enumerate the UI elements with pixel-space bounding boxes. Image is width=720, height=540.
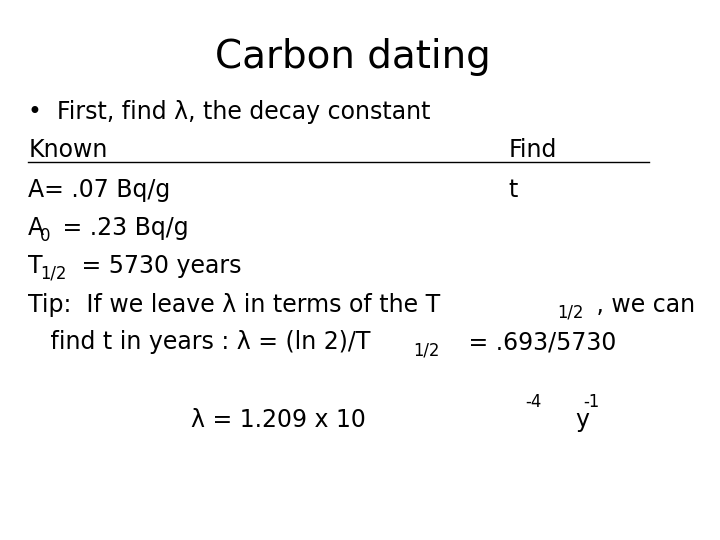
Text: A: A <box>28 216 45 240</box>
Text: 1/2: 1/2 <box>40 265 67 282</box>
Text: •  First, find λ, the decay constant: • First, find λ, the decay constant <box>28 100 431 124</box>
Text: Known: Known <box>28 138 107 161</box>
Text: find t in years : λ = (ln 2)/T: find t in years : λ = (ln 2)/T <box>28 330 371 354</box>
Text: -1: -1 <box>583 393 599 410</box>
Text: 1/2: 1/2 <box>557 303 583 321</box>
Text: t: t <box>508 178 518 202</box>
Text: 0: 0 <box>40 227 50 245</box>
Text: y: y <box>561 408 590 431</box>
Text: = .23 Bq/g: = .23 Bq/g <box>55 216 189 240</box>
Text: A= .07 Bq/g: A= .07 Bq/g <box>28 178 171 202</box>
Text: = .693/5730: = .693/5730 <box>446 330 616 354</box>
Text: -4: -4 <box>525 393 541 410</box>
Text: 1/2: 1/2 <box>413 341 439 359</box>
Text: Find: Find <box>508 138 557 161</box>
Text: , we can: , we can <box>590 293 696 316</box>
Text: T: T <box>28 254 43 278</box>
Text: = 5730 years: = 5730 years <box>74 254 242 278</box>
Text: λ = 1.209 x 10: λ = 1.209 x 10 <box>191 408 366 431</box>
Text: Tip:  If we leave λ in terms of the T: Tip: If we leave λ in terms of the T <box>28 293 441 316</box>
Text: Carbon dating: Carbon dating <box>215 38 491 76</box>
